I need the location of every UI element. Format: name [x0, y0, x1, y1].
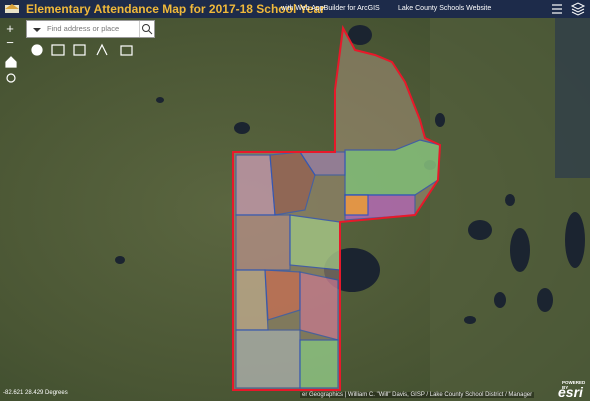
search-placeholder: Find address or place — [47, 24, 120, 33]
header-link[interactable]: Lake County Schools Website — [398, 5, 492, 12]
esri-logo: esri — [558, 384, 583, 400]
search-button[interactable] — [139, 21, 154, 37]
search-dropdown[interactable] — [29, 21, 45, 37]
map-tools[interactable] — [5, 43, 133, 83]
coordinates: -82.621 28.429 Degrees — [3, 390, 68, 396]
zoom-out[interactable]: − — [6, 35, 14, 50]
search-box[interactable]: Find address or place — [26, 20, 155, 38]
app-title: Elementary Attendance Map for 2017-18 Sc… — [26, 2, 325, 16]
county-boundary — [232, 24, 442, 391]
districts — [235, 139, 441, 389]
header-link[interactable]: with Web AppBuilder for ArcGIS — [281, 5, 380, 12]
map[interactable] — [0, 18, 590, 401]
header: Elementary Attendance Map for 2017-18 Sc… — [0, 0, 590, 18]
powered-by: POWERED BY — [562, 380, 586, 390]
zoom-in[interactable]: + — [6, 21, 14, 36]
logo — [5, 4, 19, 13]
attribution: er Geographics | William C. "Will" Davis… — [300, 392, 535, 398]
header-icons[interactable] — [548, 0, 588, 18]
